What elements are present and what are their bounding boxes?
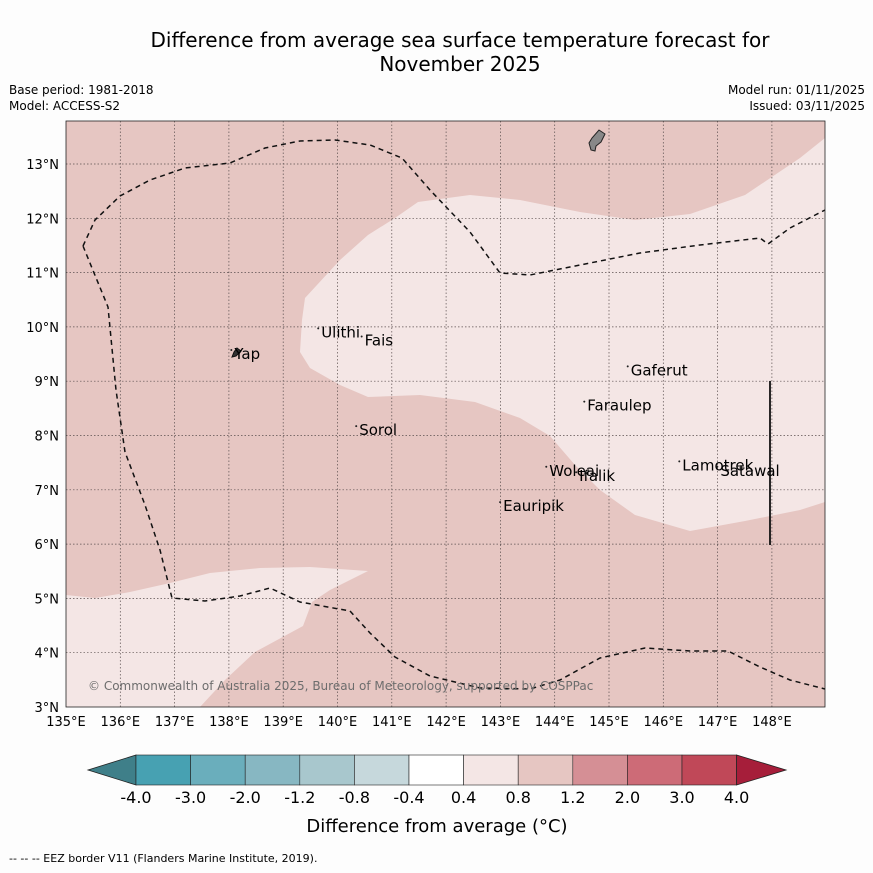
x-tick-label: 136°E [101, 715, 141, 730]
y-tick-label: 3°N [35, 701, 60, 716]
place-marker [355, 425, 358, 428]
place-marker [583, 400, 586, 403]
meta-right: Model run: 01/11/2025 Issued: 03/11/2025 [728, 82, 865, 114]
y-tick-label: 4°N [35, 647, 60, 662]
place-label-lamotrek: Lamotrek [682, 456, 753, 474]
place-marker [499, 501, 502, 504]
place-label-fais: Fais [365, 331, 394, 349]
colorbar-segment [517, 754, 574, 786]
colorbar-segment [627, 754, 683, 786]
x-axis-ticks: 135°E 136°E 137°E 138°E 139°E 140°E 141°E 142°E… [46, 715, 791, 730]
colorbar-title: Difference from average (°C) [306, 816, 567, 837]
y-tick-label: 10°N [26, 321, 59, 336]
x-tick-label: 145°E [589, 715, 629, 730]
yap-landmass [231, 347, 242, 358]
colorbar-segment [408, 754, 464, 786]
colorbar-extend-high [736, 754, 788, 786]
graticule [66, 121, 825, 707]
x-tick-label: 137°E [155, 715, 195, 730]
map-area: Yap Ulithi Fais Sorol Gaferut Faraulep WoleaiI… [66, 121, 825, 707]
place-marker [317, 327, 320, 330]
place-marker [545, 465, 548, 468]
place-marker [626, 365, 629, 368]
anomaly-zone-0.4-0.8-southwest [66, 567, 368, 707]
chart-title: Difference from average sea surface temp… [110, 28, 810, 76]
colorbar-label: 0.8 [505, 788, 530, 807]
x-tick-label: 141°E [372, 715, 412, 730]
colorbar-label: 1.2 [560, 788, 585, 807]
y-tick-label: 7°N [35, 484, 60, 499]
colorbar-extend-low [86, 754, 137, 786]
colorbar-label: 0.4 [451, 788, 476, 807]
colorbar: -4.0 -3.0 -2.0 -1.2 -0.8 -0.4 0.4 0.8 1.2 2.0 3.0 4… [86, 754, 788, 807]
place-label-satawal: Satawal [720, 462, 779, 480]
place-label-gaferut: Gaferut [631, 361, 688, 379]
colorbar-label: 2.0 [615, 788, 640, 807]
x-tick-label: 142°E [426, 715, 466, 730]
y-tick-label: 12°N [26, 212, 59, 227]
colorbar-label: 3.0 [669, 788, 694, 807]
place-label-faraulep: Faraulep [587, 397, 651, 415]
title-line-1: Difference from average sea surface temp… [150, 28, 770, 52]
y-tick-label: 13°N [26, 158, 59, 173]
y-tick-label: 6°N [35, 538, 60, 553]
base-period: Base period: 1981-2018 [9, 83, 154, 97]
x-tick-label: 135°E [46, 715, 86, 730]
y-tick-label: 9°N [35, 375, 60, 390]
model-name: Model: ACCESS-S2 [9, 99, 121, 113]
colorbar-label: -0.4 [393, 788, 424, 807]
title-line-2: November 2025 [379, 52, 541, 76]
place-label-ifalik: Ifalik [579, 467, 615, 485]
issued-date: Issued: 03/11/2025 [749, 99, 865, 113]
eez-border [82, 139, 825, 690]
colorbar-label: -3.0 [175, 788, 206, 807]
colorbar-segment [190, 754, 246, 786]
x-tick-label: 138°E [209, 715, 249, 730]
copyright-note: © Commonwealth of Australia 2025, Bureau… [88, 679, 593, 693]
x-tick-label: 147°E [698, 715, 738, 730]
place-label-eauripik: Eauripik [503, 497, 564, 515]
colorbar-segment [354, 754, 410, 786]
colorbar-segment [572, 754, 628, 786]
meta-left: Base period: 1981-2018 Model: ACCESS-S2 [9, 82, 154, 114]
y-axis-ticks: 3°N 4°N 5°N 6°N 7°N 8°N 9°N 10°N 11°N 12°N 13°N [26, 158, 59, 716]
place-label-ulithi: Ulithi [321, 323, 360, 341]
colorbar-label: -4.0 [120, 788, 151, 807]
colorbar-label: -0.8 [339, 788, 370, 807]
place-marker [360, 335, 363, 338]
model-run: Model run: 01/11/2025 [727, 83, 865, 97]
colorbar-segment [135, 754, 191, 786]
place-label-yap: Yap [233, 345, 260, 363]
place-marker [575, 471, 578, 474]
colorbar-segment [299, 754, 355, 786]
anomaly-zone-0.4-0.8-main [300, 138, 825, 531]
colorbar-segment [244, 754, 301, 786]
colorbar-segment [463, 754, 519, 786]
x-tick-label: 140°E [318, 715, 358, 730]
place-label-sorol: Sorol [359, 421, 397, 439]
guam-landmass [588, 129, 606, 152]
colorbar-label: -2.0 [230, 788, 261, 807]
x-tick-label: 144°E [535, 715, 575, 730]
place-marker [230, 349, 233, 352]
x-tick-label: 139°E [263, 715, 303, 730]
x-tick-label: 148°E [752, 715, 792, 730]
map-frame [65, 120, 826, 708]
place-marker [716, 465, 719, 468]
colorbar-label: -1.2 [284, 788, 315, 807]
colorbar-segment [681, 754, 737, 786]
colorbar-label: 4.0 [724, 788, 749, 807]
eez-footnote: -- -- -- EEZ border V11 (Flanders Marine… [9, 852, 318, 865]
x-tick-label: 143°E [481, 715, 521, 730]
y-tick-label: 11°N [26, 267, 59, 282]
place-labels: Yap Ulithi Fais Sorol Gaferut Faraulep WoleaiI… [230, 323, 780, 515]
place-label-woleai: Woleai [549, 462, 599, 480]
place-marker [678, 460, 681, 463]
y-tick-label: 8°N [35, 430, 60, 445]
x-tick-label: 146°E [644, 715, 684, 730]
y-tick-label: 5°N [35, 592, 60, 607]
